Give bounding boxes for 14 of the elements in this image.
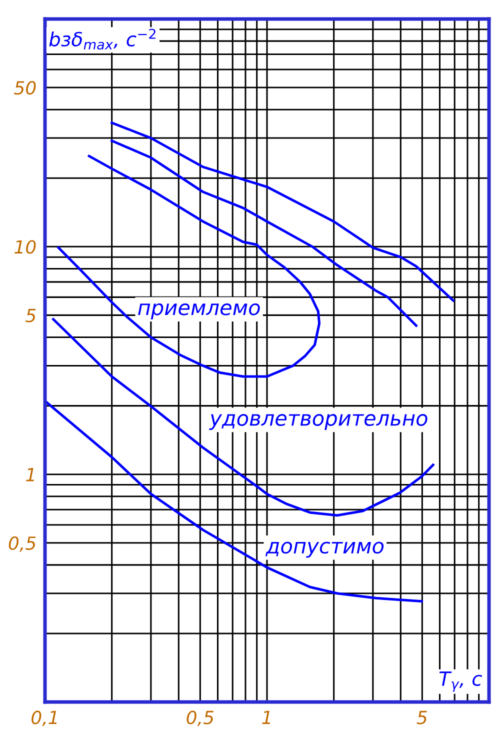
y-axis-title: bзδ$_{max}$, с$^{−2}$ xyxy=(49,28,156,50)
y-tick-label: 50 xyxy=(14,80,36,95)
y-tick-label: 0,5 xyxy=(8,536,36,552)
x-tick-label: 0,1 xyxy=(32,710,57,726)
y-tick-label: 5 xyxy=(26,308,36,322)
annotation: удовлетворительно xyxy=(209,414,428,430)
y-tick-label: 1 xyxy=(26,468,34,482)
x-tick-label: 0,5 xyxy=(186,710,214,726)
annotation: допустимо xyxy=(266,542,384,558)
x-tick-label: 1 xyxy=(262,710,270,724)
y-tick-label: 10 xyxy=(14,240,36,254)
x-tick-label: 5 xyxy=(416,710,427,724)
x-axis-title: T$_{γ}$, с xyxy=(439,672,482,692)
annotation: приемлемо xyxy=(138,303,260,320)
